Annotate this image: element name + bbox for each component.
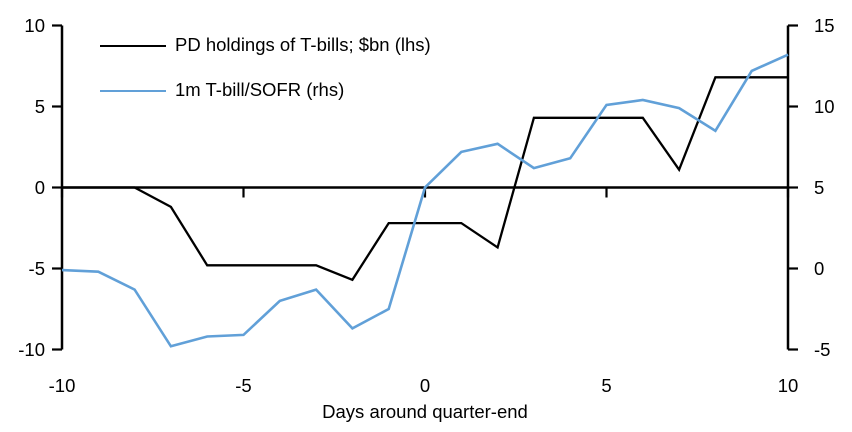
legend-label-tbill-sofr: 1m T-bill/SOFR (rhs) [175, 79, 345, 101]
x-axis-tick-label: 10 [778, 375, 799, 396]
x-axis-tick-label: 0 [420, 375, 430, 396]
right-axis-tick-label: -5 [814, 339, 830, 360]
left-axis-tick-label: 0 [35, 177, 45, 198]
x-axis-tick-label: -5 [235, 375, 251, 396]
left-axis-tick-label: 5 [35, 96, 45, 117]
x-axis-tick-label: -10 [49, 375, 76, 396]
left-axis-tick-label: -5 [29, 258, 45, 279]
legend-line-sample-pd-holdings [100, 44, 166, 47]
legend: PD holdings of T-bills; $bn (lhs) 1m T-b… [100, 33, 431, 123]
x-axis-title: Days around quarter-end [322, 401, 528, 422]
right-axis-tick-label: 10 [814, 96, 835, 117]
right-axis-tick-label: 0 [814, 258, 824, 279]
legend-line-sample-tbill-sofr [100, 89, 166, 92]
left-axis-tick-label: 10 [24, 15, 45, 36]
legend-item-tbill-sofr: 1m T-bill/SOFR (rhs) [100, 78, 431, 103]
legend-label-pd-holdings: PD holdings of T-bills; $bn (lhs) [175, 34, 431, 56]
series-line-1m-t-bill-sofr-rhs [61, 53, 789, 348]
x-axis-tick-label: 5 [601, 375, 611, 396]
right-axis-tick-label: 15 [814, 15, 835, 36]
series-line-pd-holdings-of-t-bills-bn-lhs [62, 76, 788, 282]
left-axis-tick-label: -10 [18, 339, 45, 360]
right-axis-tick-label: 5 [814, 177, 824, 198]
legend-item-pd-holdings: PD holdings of T-bills; $bn (lhs) [100, 33, 431, 58]
